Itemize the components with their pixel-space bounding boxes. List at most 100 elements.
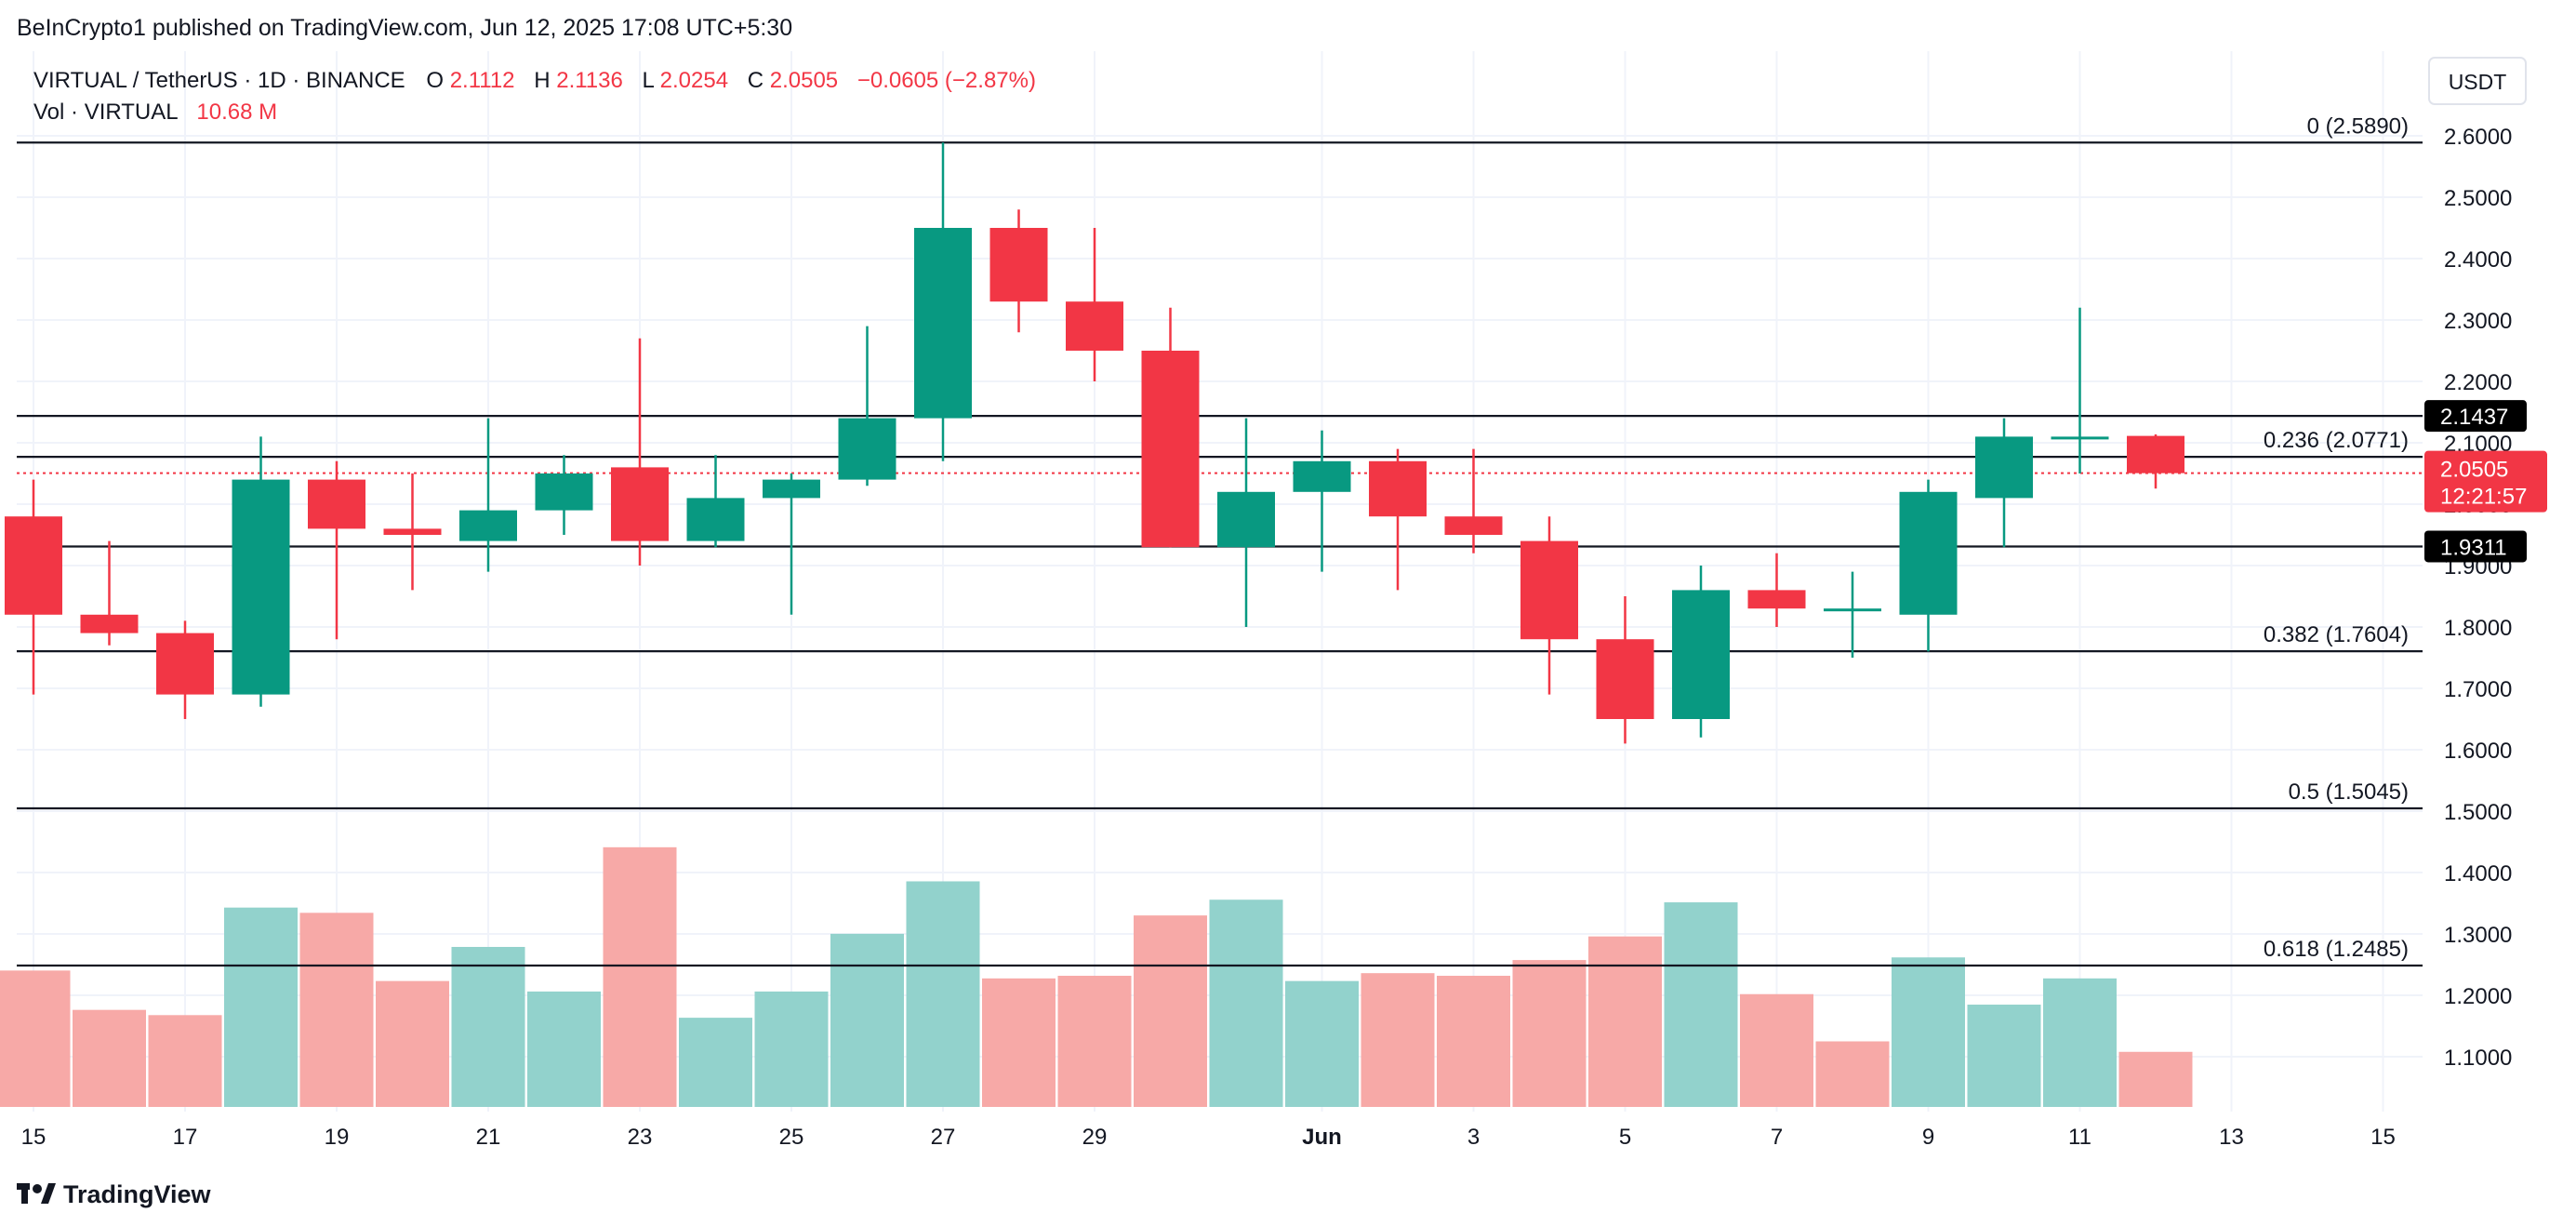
candle [763,473,820,615]
time-tick-label: 19 [325,1125,350,1150]
tradingview-logo[interactable]: TradingView [17,1180,212,1208]
volume-bar [73,1009,146,1107]
candle [1066,228,1123,381]
volume-bar [1740,993,1813,1107]
volume-bar [224,907,298,1107]
time-tick-label: 25 [779,1125,804,1150]
candle-body [763,479,820,499]
legend-change: −0.0605 (−2.87%) [857,68,1036,93]
price-tick-label: 1.5000 [2444,800,2512,825]
candle [611,338,669,566]
fib-label: 0.618 (1.2485) [2264,937,2409,962]
volume-bar [148,1015,222,1107]
legend-vol-value: 10.68 M [196,100,277,125]
candle-body [611,467,669,541]
candle-body [1520,540,1578,640]
current-price-text: 2.0505 [2440,458,2508,483]
fib-label: 0.382 (1.7604) [2264,622,2409,647]
legend-volume: Vol · VIRTUAL 10.68 M [33,100,277,125]
currency-button[interactable] [2428,57,2527,105]
legend-high-value: 2.1136 [556,68,623,93]
candle [1141,307,1200,548]
time-tick-label: 9 [1922,1125,1934,1150]
volume-bar [830,933,904,1107]
price-tick-label: 1.4000 [2444,861,2512,886]
price-level-marker-text: 2.1437 [2440,405,2508,430]
candle-body [2051,436,2109,440]
legend-high-label: H [534,68,550,93]
volume-bar [1512,960,1587,1107]
volume-bar [2118,1051,2193,1107]
price-tick-label: 1.6000 [2444,739,2512,764]
candle-body [1824,608,1881,612]
price-level-marker [2424,400,2527,433]
time-tick-label: 21 [476,1125,501,1150]
volume-bar [1134,915,1207,1107]
candle-body [232,479,290,695]
volume-bar [1664,902,1738,1107]
legend-symbol[interactable]: VIRTUAL / TetherUS · 1D · BINANCE [33,68,405,93]
volume-bar [982,978,1056,1107]
time-tick-label: 11 [2068,1125,2091,1150]
price-tick-label: 1.7000 [2444,677,2512,702]
volume-bar [1209,900,1283,1107]
candle [838,326,896,486]
time-axis[interactable]: 15 17 19 21 23 25 27 29 Jun 3 5 7 9 11 13 15 [21,1125,2396,1150]
candle [914,142,972,461]
legend-close-label: C [748,68,764,93]
price-axis[interactable]: 1.1000 1.2000 1.3000 1.4000 1.5000 1.6000 1.70… [2424,125,2547,1071]
candle [535,455,593,535]
candle [1444,448,1503,553]
price-tick-label: 2.5000 [2444,186,2512,211]
candle [5,479,62,695]
candle-body [1899,491,1958,615]
fib-label: 0 (2.5890) [2307,113,2409,139]
price-tick-label: 2.4000 [2444,247,2512,273]
candle-body [1672,590,1730,719]
candle [1824,571,1881,658]
candle-body [2127,435,2184,473]
candle-body [838,418,896,480]
legend-open-value: 2.1112 [450,68,515,93]
price-tick-label: 1.2000 [2444,984,2512,1009]
candle-body [1217,491,1275,548]
candle [1217,418,1275,627]
legend-vol-label[interactable]: Vol · VIRTUAL [33,100,178,125]
candle [1747,553,1806,627]
candle-body [80,614,139,633]
volume-bar [1967,1005,2041,1107]
candle [1293,430,1351,572]
volume-bar [1285,980,1359,1107]
candle-body [1747,590,1806,609]
candle-body [1066,301,1123,351]
candle [383,473,442,591]
volume-bars [0,846,2193,1107]
candle-body [1141,351,1200,548]
time-tick-label: 15 [21,1125,46,1150]
volume-bar [1437,976,1510,1107]
candle-body [535,473,593,511]
volume-bar [0,970,71,1107]
time-tick-label: 5 [1619,1125,1631,1150]
candle-body [1975,436,2033,499]
time-tick-label: Jun [1302,1125,1342,1150]
legend-open-label: O [426,68,444,93]
price-tick-label: 1.8000 [2444,616,2512,641]
brand-name: TradingView [63,1180,212,1208]
candle-body [5,516,62,615]
candle [80,540,139,646]
legend-close-value: 2.0505 [770,68,838,93]
horizontal-levels [17,141,2423,967]
candle-body [1293,460,1351,492]
candle-body [1444,516,1503,535]
price-level-marker [2424,530,2527,563]
time-tick-label: 15 [2370,1125,2396,1150]
candle [1672,566,1730,738]
price-tick-label: 2.2000 [2444,370,2512,395]
tradingview-logo-icon [17,1183,56,1204]
legend-ohlc: VIRTUAL / TetherUS · 1D · BINANCE O 2.11… [33,68,1036,93]
legend-low-value: 2.0254 [660,68,728,93]
fib-labels: 0 (2.5890) 0.236 (2.0771) 0.382 (1.7604) 0.… [2264,113,2409,962]
legend-low-label: L [643,68,655,93]
